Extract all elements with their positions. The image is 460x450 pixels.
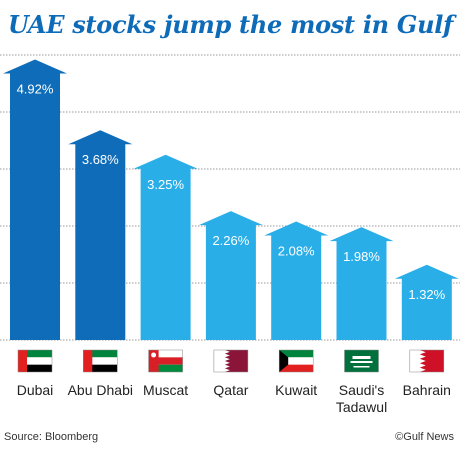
data-label: 1.98% xyxy=(343,249,380,264)
uae-flag-icon xyxy=(17,349,53,373)
flags xyxy=(17,349,445,373)
category-label: Qatar xyxy=(213,382,248,398)
category-labels: Dubai Abu Dhabi Muscat Qatar Kuwait Saudi's Ta… xyxy=(17,382,451,415)
credit-note: ©Gulf News xyxy=(395,431,454,443)
data-label: 3.68% xyxy=(82,152,119,167)
chart-title: UAE stocks jump the most in Gulf xyxy=(8,10,454,39)
saudi-flag-icon xyxy=(344,349,379,373)
bar-saudi-s-tadawul xyxy=(329,227,394,340)
bar-abu-dhabi xyxy=(68,130,133,340)
kuwait-flag-icon xyxy=(278,349,314,373)
data-label: 2.26% xyxy=(212,233,249,248)
bar-bahrain xyxy=(394,264,459,340)
source-note: Source: Bloomberg xyxy=(4,431,99,443)
category-label: Saudi's Tadawul xyxy=(336,382,387,415)
qatar-flag-icon xyxy=(213,349,249,373)
bahrain-flag-icon xyxy=(409,349,445,373)
data-label: 3.25% xyxy=(147,177,184,192)
data-label: 2.08% xyxy=(278,243,315,258)
category-label: Bahrain xyxy=(403,382,451,398)
bar-kuwait xyxy=(264,221,329,340)
bar-dubai xyxy=(3,59,67,341)
category-label: Muscat xyxy=(143,382,188,398)
uae-flag-icon xyxy=(83,349,118,373)
bar-qatar xyxy=(198,211,263,340)
bars: 4.92% 3.68% 3.25% 2.26% 2.08% 1.98% 1.32% xyxy=(3,59,459,341)
oman-flag-icon xyxy=(148,349,183,373)
data-label: 1.32% xyxy=(408,287,445,302)
bar-muscat xyxy=(133,154,198,340)
data-label: 4.92% xyxy=(17,82,54,97)
category-label: Kuwait xyxy=(275,382,317,398)
category-label: Dubai xyxy=(17,382,54,398)
category-label: Abu Dhabi xyxy=(68,382,133,398)
